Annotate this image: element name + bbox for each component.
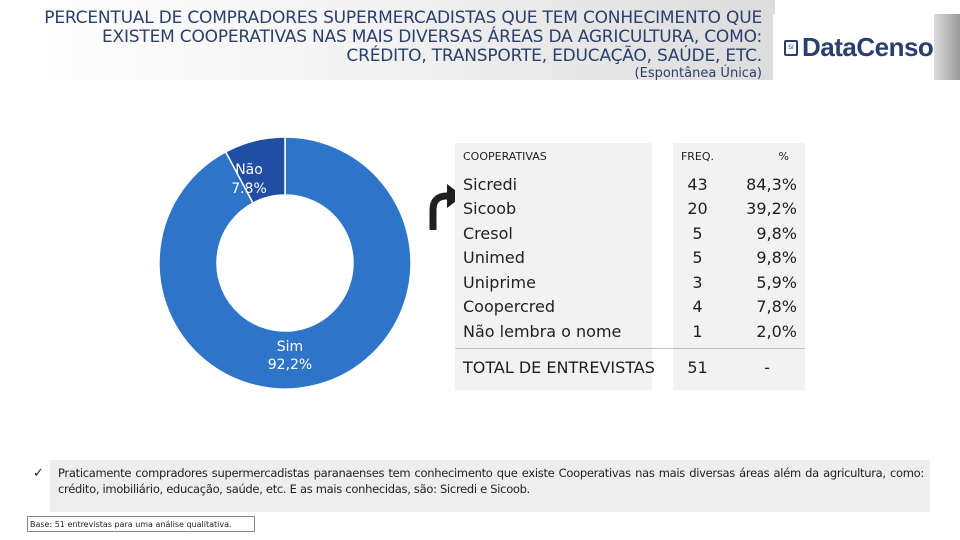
brand-mark-icon: SI [784,39,798,56]
table-row: Coopercred 4 7,8% [455,297,805,322]
row-freq: 4 [692,297,703,316]
row-pct: 5,9% [756,273,797,292]
slice-label-nao-value: 7.8% [231,181,267,197]
row-pct: 7,8% [756,297,797,316]
row-name: Unimed [463,248,525,267]
row-freq: 3 [692,273,703,292]
table-total-row: TOTAL DE ENTREVISTAS 51 - [455,358,805,383]
table-row: Unimed 5 9,8% [455,248,805,273]
row-freq: 20 [687,199,708,218]
header-freq: FREQ. [680,150,715,163]
row-pct: 39,2% [746,199,797,218]
row-pct: 9,8% [756,248,797,267]
row-pct: 84,3% [746,175,797,194]
page-subtitle: (Espontânea Única) [634,66,762,81]
slice-label-sim-name: Sim [277,339,303,355]
base-footnote: Base: 51 entrevistas para uma análise qu… [30,520,232,529]
row-name: Cresol [463,224,513,243]
footer-frame [27,516,255,532]
page-title: PERCENTUAL DE COMPRADORES SUPERMERCADIST… [44,8,762,66]
row-freq: 1 [692,322,703,341]
slice-label-sim-value: 92,2% [268,357,312,373]
row-name: Uniprime [463,273,536,292]
table-row: Uniprime 3 5,9% [455,273,805,298]
row-pct: 2,0% [756,322,797,341]
row-name: Sicredi [463,175,518,194]
slice-nao [224,136,286,205]
row-name: Coopercred [463,297,555,316]
slice-sim [158,136,412,390]
logo-panel [773,14,933,80]
conclusion-note: Praticamente compradores supermercadista… [58,466,924,496]
row-pct: 9,8% [756,224,797,243]
total-divider [455,348,805,349]
table-row: Não lembra o nome 1 2,0% [455,322,805,347]
row-freq: 43 [687,175,708,194]
brand-logo: SI DataCenso [784,32,934,63]
row-freq: 5 [692,248,703,267]
row-name: Sicoob [463,199,517,218]
logo-side-bar [934,14,960,80]
row-freq: 5 [692,224,703,243]
table-row: Sicredi 43 84,3% [455,175,805,200]
total-label: TOTAL DE ENTREVISTAS [463,358,655,377]
brand-name: DataCenso [802,32,934,62]
title-band [0,0,775,80]
checkmark-icon: ✓ [33,466,44,481]
note-box [50,460,930,512]
header-cooperativas: COOPERATIVAS [463,150,547,163]
total-freq: 51 [687,358,708,377]
donut-chart: Não 7.8% Sim 92,2% [158,136,412,390]
table-row: Sicoob 20 39,2% [455,199,805,224]
table-row: Cresol 5 9,8% [455,224,805,249]
header-pct: % [778,150,789,163]
row-name: Não lembra o nome [463,322,622,341]
total-pct: - [764,358,770,377]
slice-label-nao-name: Não [235,162,263,178]
